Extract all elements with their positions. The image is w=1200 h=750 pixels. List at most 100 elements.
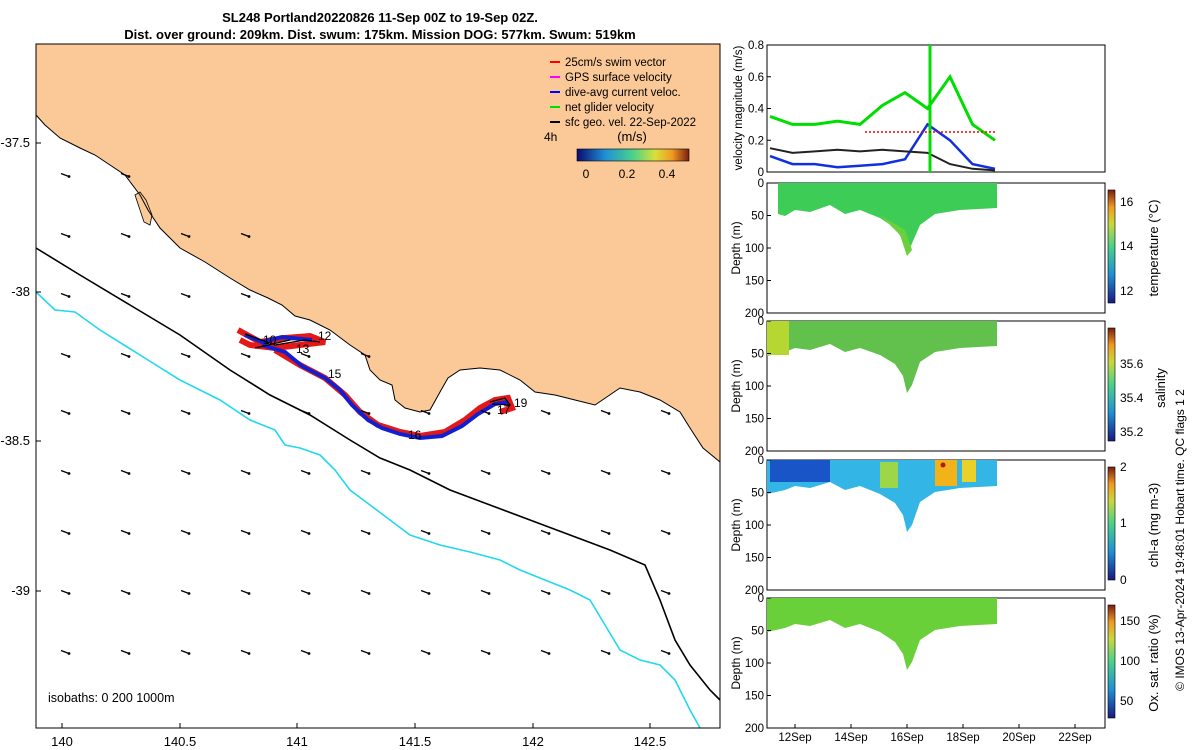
- temperature-label: temperature (°C): [1146, 200, 1161, 297]
- salinity-cb-tick-35.2: 35.2: [1120, 425, 1144, 439]
- velocity-arrow-head: [427, 412, 431, 415]
- colorbar-title: (m/s): [617, 129, 647, 144]
- chla-panel: [766, 459, 1106, 591]
- legend-time: 4h: [544, 130, 557, 144]
- velocity-arrow: [300, 529, 310, 535]
- track-label-12: 12: [318, 329, 332, 343]
- salinity-colorbar-bar: [1107, 327, 1116, 442]
- velocity-y-tick-label: 0.4: [748, 104, 765, 116]
- depth-tick-label: 50: [751, 349, 764, 361]
- velocity-y-tick-label: 0.8: [748, 40, 764, 52]
- velocity-arrow: [180, 292, 190, 298]
- velocity-arrow-head: [247, 532, 251, 535]
- temperature-section: [778, 183, 997, 255]
- velocity-arrow: [600, 529, 610, 535]
- salinity-label: salinity: [1153, 368, 1168, 408]
- figure-title-line1: SL248 Portland20220826 11-Sep 00Z to 19-…: [222, 10, 538, 25]
- depth-tick-label: 100: [745, 243, 764, 255]
- velocity-arrow-head: [487, 652, 491, 655]
- velocity-arrow-head: [127, 295, 131, 298]
- velocity-arrow: [420, 589, 430, 595]
- velocity-arrow-head: [367, 472, 371, 475]
- velocity-arrow: [180, 232, 190, 238]
- track-label-10: 10: [263, 333, 277, 347]
- depth-axes: 0 50 100 150 200 Depth (m) 0 50 100 150 200 Depth (…: [729, 178, 771, 735]
- oxygen-section: [767, 598, 997, 670]
- depth-tick-label: 50: [751, 488, 764, 500]
- velocity-arrow-head: [487, 412, 491, 415]
- velocity-y-axis: 0 0.2 0.4 0.6 0.8: [748, 40, 771, 179]
- velocity-arrow: [480, 589, 490, 595]
- velocity-arrow: [240, 352, 250, 358]
- velocity-arrow-head: [307, 355, 311, 358]
- velocity-y-tick-label: 0: [758, 167, 764, 179]
- map-y-tick-label: -39: [11, 583, 30, 598]
- date-axis: 12Sep 14Sep 16Sep 18Sep 20Sep 22Sep: [778, 724, 1092, 744]
- velocity-arrow-head: [367, 412, 371, 415]
- velocity-arrow-head: [67, 532, 71, 535]
- map-y-tick-label: -37.5: [0, 135, 30, 150]
- velocity-arrow: [60, 172, 70, 178]
- velocity-y-tick-label: 0.6: [748, 72, 764, 84]
- island: [134, 191, 153, 226]
- velocity-arrow-head: [307, 652, 311, 655]
- depth-tick-label: 50: [751, 626, 764, 638]
- velocity-arrow: [60, 292, 70, 298]
- map-y-tick-label: -38: [11, 284, 30, 299]
- velocity-arrow-head: [427, 652, 431, 655]
- velocity-arrow-head: [127, 235, 131, 238]
- salinity-colorbar: 35.2 35.4 35.6 salinity: [1107, 327, 1168, 442]
- depth-tick-label: 150: [745, 276, 764, 288]
- velocity-arrow-head: [67, 652, 71, 655]
- colorbar-tick-0.2: 0.2: [619, 167, 636, 181]
- velocity-series: [769, 45, 996, 172]
- velocity-arrow-head: [127, 412, 131, 415]
- oxygen-cb-tick-150: 150: [1120, 614, 1140, 628]
- colorbar-tick-0: 0: [583, 167, 590, 181]
- velocity-arrow: [240, 409, 250, 415]
- velocity-arrow: [660, 469, 670, 475]
- velocity-ylabel: velocity magnitude (m/s): [733, 46, 745, 171]
- velocity-arrow: [240, 469, 250, 475]
- velocity-arrow-head: [427, 592, 431, 595]
- chla-cb-tick-2: 2: [1120, 460, 1127, 474]
- map-legend: 25cm/s swim vector GPS surface velocity …: [544, 57, 696, 181]
- depth-tick-label: 150: [745, 691, 764, 703]
- legend-label-swim: 25cm/s swim vector: [565, 57, 666, 69]
- velocity-arrow-head: [667, 412, 671, 415]
- velocity-arrow: [60, 529, 70, 535]
- velocity-arrow: [240, 589, 250, 595]
- velocity-arrow: [240, 232, 250, 238]
- velocity-arrow-head: [187, 295, 191, 298]
- velocity-arrow: [360, 352, 370, 358]
- velocity-arrow: [120, 529, 130, 535]
- velocity-arrow: [120, 232, 130, 238]
- velocity-arrow: [480, 649, 490, 655]
- date-tick-label: 20Sep: [1002, 732, 1035, 744]
- depth-tick-label: 100: [745, 658, 764, 670]
- track-label-16: 16: [408, 428, 422, 442]
- chla-bloom-3: [935, 460, 957, 486]
- velocity-arrow: [660, 649, 670, 655]
- velocity-arrow: [120, 292, 130, 298]
- depth-tick-label: 50: [751, 211, 764, 223]
- velocity-arrow-head: [187, 235, 191, 238]
- map-x-tick-label: 141: [286, 734, 308, 749]
- velocity-arrow: [300, 352, 310, 358]
- date-tick-label: 14Sep: [834, 732, 867, 744]
- velocity-arrow-head: [427, 532, 431, 535]
- map-y-tick-label: -38.5: [0, 433, 30, 448]
- depth-tick-label: 0: [758, 593, 764, 605]
- oxygen-label: Ox. sat. ratio (%): [1146, 614, 1161, 712]
- isobath-1000m: [35, 291, 701, 729]
- velocity-arrow: [540, 589, 550, 595]
- velocity-arrow: [120, 589, 130, 595]
- surface-velocity-vectors: [60, 172, 671, 655]
- depth-tick-label: 150: [745, 414, 764, 426]
- velocity-arrow: [300, 649, 310, 655]
- velocity-arrow-head: [367, 355, 371, 358]
- velocity-arrow: [120, 469, 130, 475]
- velocity-arrow-head: [187, 472, 191, 475]
- oxygen-colorbar: 50 100 150 Ox. sat. ratio (%): [1107, 604, 1161, 719]
